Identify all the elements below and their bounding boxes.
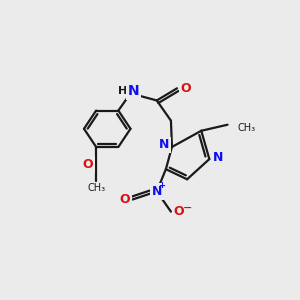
Text: CH₃: CH₃ xyxy=(238,123,256,133)
Text: N: N xyxy=(128,84,139,98)
Text: N: N xyxy=(213,151,224,164)
Text: N: N xyxy=(152,185,162,198)
Text: O: O xyxy=(83,158,93,171)
Text: N: N xyxy=(159,138,169,152)
Text: O: O xyxy=(181,82,191,95)
Text: CH₃: CH₃ xyxy=(87,183,105,194)
Text: O: O xyxy=(174,205,184,218)
Text: O: O xyxy=(119,193,130,206)
Text: H: H xyxy=(118,86,127,96)
Text: −: − xyxy=(182,202,192,213)
Text: +: + xyxy=(158,181,165,190)
